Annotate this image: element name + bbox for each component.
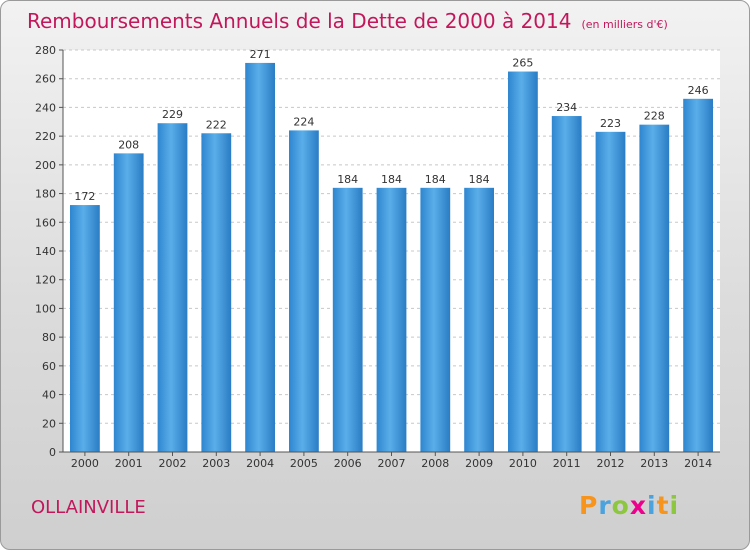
value-label-2004: 271 [250, 48, 271, 61]
y-tick-label: 20 [42, 417, 56, 430]
x-tick-label-2006: 2006 [334, 457, 362, 470]
y-tick-label: 160 [35, 216, 56, 229]
y-tick-label: 60 [42, 360, 56, 373]
x-tick-label-2002: 2002 [159, 457, 187, 470]
x-tick-label-2000: 2000 [71, 457, 99, 470]
bar-2000 [70, 205, 100, 452]
bar-2010 [508, 71, 538, 453]
bar-2003 [201, 133, 232, 452]
logo-letter: t [656, 491, 670, 520]
x-tick-label-2004: 2004 [246, 457, 274, 470]
bar-2009 [464, 187, 494, 453]
value-label-2009: 184 [469, 173, 490, 186]
y-tick-label: 140 [35, 245, 56, 258]
y-tick-label: 120 [35, 274, 56, 287]
x-tick-label-2012: 2012 [597, 457, 625, 470]
y-tick-label: 0 [49, 446, 56, 459]
value-label-2012: 223 [600, 117, 621, 130]
axes: 0 20 40 60 80 100 120 140 160 180 200 220 240 260 280 2… [35, 44, 720, 470]
value-labels: 172 208 229 222 271 224 184 184 184 184 265 234 223 2… [74, 48, 708, 203]
bar-2006 [332, 187, 363, 453]
y-tick-label: 260 [35, 73, 56, 86]
x-tick-label-2007: 2007 [378, 457, 406, 470]
x-tick-label-2011: 2011 [553, 457, 581, 470]
bar-2014 [683, 98, 713, 453]
bar-2002 [157, 123, 188, 452]
value-label-2001: 208 [118, 138, 139, 151]
x-tick-label-2014: 2014 [684, 457, 712, 470]
value-label-2005: 224 [293, 115, 314, 128]
logo-letter: i [647, 491, 657, 520]
chart-title-text: Remboursements Annuels de la Dette de 20… [27, 9, 572, 33]
bar-2011 [551, 116, 582, 453]
x-tick-label-2013: 2013 [640, 457, 668, 470]
bar-2005 [289, 130, 319, 452]
bar-2013 [639, 124, 670, 453]
logo-letter: r [598, 491, 612, 520]
x-tick-label-2010: 2010 [509, 457, 537, 470]
commune-name: OLLAINVILLE [31, 497, 146, 518]
value-label-2002: 229 [162, 108, 183, 121]
value-label-2014: 246 [688, 84, 709, 97]
x-tick-label-2008: 2008 [421, 457, 449, 470]
value-label-2000: 172 [74, 190, 95, 203]
y-tick-label: 220 [35, 130, 56, 143]
y-tick-label: 80 [42, 331, 56, 344]
x-tick-label-2003: 2003 [202, 457, 230, 470]
logo-letter: o [611, 491, 630, 520]
y-tick-label: 280 [35, 44, 56, 57]
bar-2007 [376, 187, 407, 453]
logo-letter: i [669, 491, 680, 520]
y-tick-label: 240 [35, 101, 56, 114]
proxiti-logo: Proxiti [579, 491, 679, 520]
bars [70, 62, 713, 453]
value-label-2003: 222 [206, 118, 227, 131]
y-tick-label: 100 [35, 302, 56, 315]
y-tick-label: 180 [35, 188, 56, 201]
value-label-2007: 184 [381, 173, 402, 186]
value-label-2006: 184 [337, 173, 358, 186]
bar-2001 [113, 153, 144, 452]
y-tick-label: 200 [35, 159, 56, 172]
y-tick-label: 40 [42, 389, 56, 402]
chart-title: Remboursements Annuels de la Dette de 20… [27, 9, 668, 33]
value-label-2011: 234 [556, 101, 577, 114]
value-label-2013: 228 [644, 110, 665, 123]
value-label-2008: 184 [425, 173, 446, 186]
logo-letter: P [579, 491, 599, 520]
value-label-2010: 265 [512, 57, 533, 70]
logo-letter: x [629, 491, 647, 520]
x-tick-label-2001: 2001 [115, 457, 143, 470]
bar-2008 [420, 187, 451, 453]
chart-subtitle: (en milliers d'€) [581, 18, 668, 31]
bar-2012 [595, 131, 626, 453]
x-tick-label-2005: 2005 [290, 457, 318, 470]
x-tick-label-2009: 2009 [465, 457, 493, 470]
bar-2004 [245, 62, 275, 453]
